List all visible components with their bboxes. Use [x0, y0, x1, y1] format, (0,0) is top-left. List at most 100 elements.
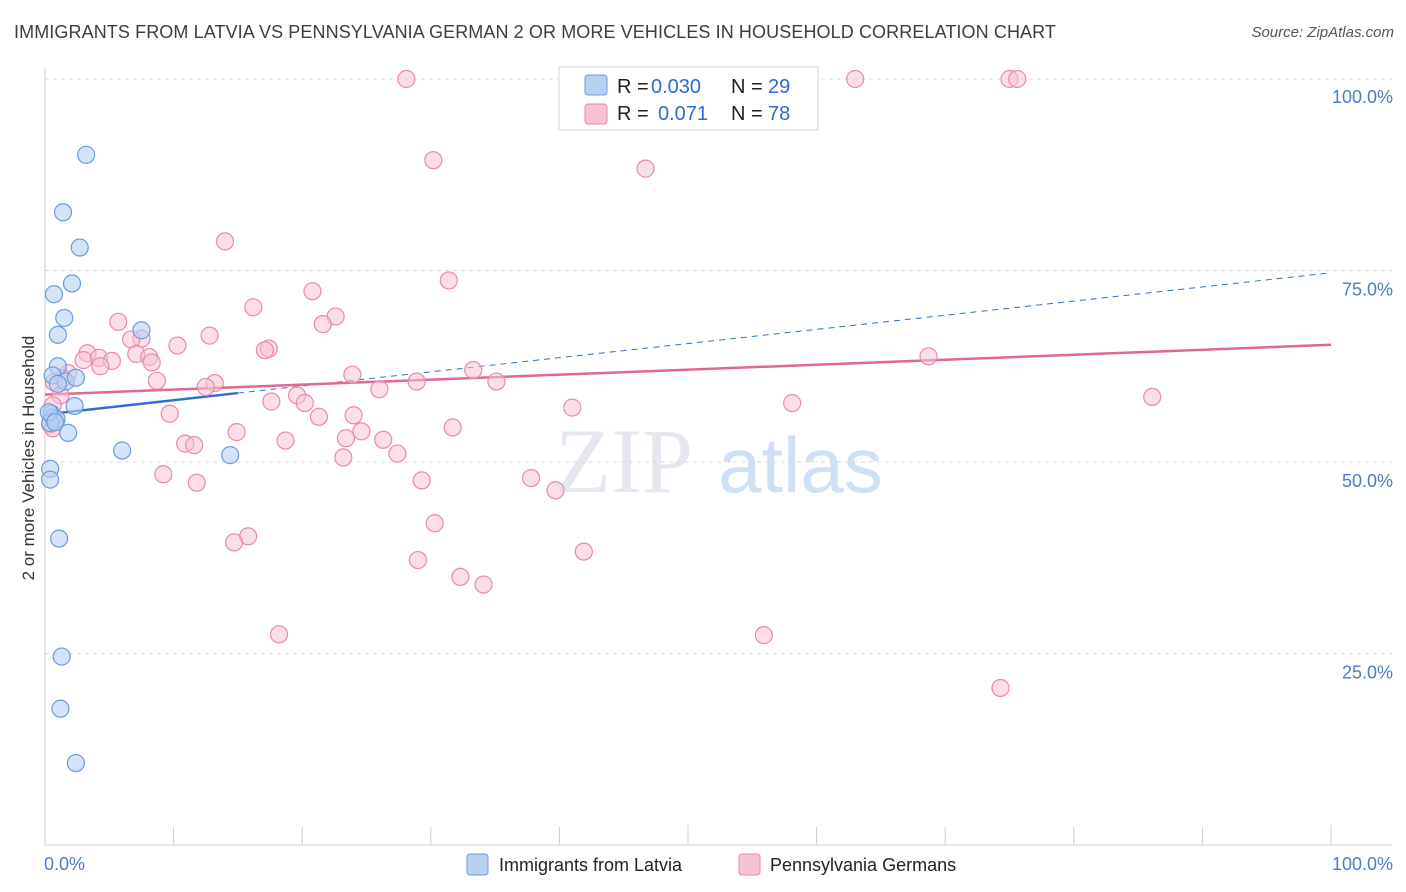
penn-point — [196, 377, 215, 397]
penn-point — [636, 159, 655, 178]
latvia-point — [66, 368, 85, 387]
latvia-point — [53, 203, 73, 222]
penn-point — [168, 336, 187, 355]
penn-point — [352, 422, 371, 441]
penn-point — [783, 393, 802, 413]
legend-swatch-penn — [584, 103, 608, 125]
penn-point — [451, 567, 470, 587]
watermark-atlas: atlas — [718, 421, 883, 509]
penn-point — [334, 448, 353, 467]
penn-point — [443, 418, 462, 437]
penn-point — [224, 533, 244, 552]
penn-point — [563, 398, 582, 417]
penn-point — [388, 444, 407, 463]
y-tick-label: 75.0% — [1342, 280, 1393, 300]
penn-trendline — [44, 343, 1332, 396]
legend-n-value-penn: 78 — [768, 103, 790, 125]
x-tick-label-max: 100.0% — [1332, 854, 1393, 874]
penn-point — [276, 431, 295, 450]
penn-point — [1143, 387, 1162, 406]
penn-point — [336, 429, 356, 448]
bottom-legend: Immigrants from Latvia Pennsylvania Germ… — [466, 853, 956, 876]
penn-point — [846, 69, 865, 89]
penn-point — [74, 351, 93, 370]
penn-point — [227, 423, 246, 442]
latvia-point — [62, 274, 82, 293]
penn-point — [522, 468, 541, 488]
penn-point — [91, 357, 110, 376]
watermark-zip: ZIP — [555, 410, 693, 512]
latvia-point — [70, 238, 89, 257]
penn-point — [1008, 69, 1027, 89]
latvia-point — [66, 753, 85, 773]
legend-r-value-penn: 0.071 — [658, 103, 708, 125]
x-tick-label-min: 0.0% — [44, 854, 85, 874]
penn-point — [262, 392, 281, 411]
legend-swatch-latvia — [584, 74, 608, 96]
penn-point — [919, 347, 938, 366]
penn-point — [397, 69, 416, 89]
penn-point — [991, 678, 1010, 698]
penn-point — [408, 550, 428, 570]
penn-point — [160, 404, 179, 423]
penn-point — [187, 473, 206, 492]
penn-point — [487, 372, 506, 391]
top-legend: R = 0.030 N = 29 R = 0.071 N = 78 — [558, 66, 819, 131]
bottom-legend-label-penn: Pennsylvania Germans — [770, 855, 956, 875]
chart-title: IMMIGRANTS FROM LATVIA VS PENNSYLVANIA G… — [14, 22, 1057, 42]
penn-point — [412, 471, 431, 490]
legend-n-value-latvia: 29 — [768, 76, 790, 98]
penn-point — [424, 151, 443, 170]
penn-point — [407, 372, 426, 391]
y-tick-labels: 25.0% 50.0% 75.0% 100.0% — [1332, 87, 1393, 683]
penn-point — [343, 365, 362, 384]
data-points — [39, 69, 1162, 773]
source-credit: Source: ZipAtlas.com — [1251, 24, 1394, 41]
penn-point — [370, 380, 389, 399]
penn-point — [244, 298, 263, 317]
penn-point — [309, 407, 329, 426]
latvia-point — [55, 308, 74, 328]
axes — [44, 68, 1392, 846]
bottom-legend-swatch-latvia — [466, 853, 489, 876]
penn-point — [185, 436, 204, 455]
legend-r-label-penn: R = — [617, 103, 649, 125]
y-tick-label: 50.0% — [1342, 471, 1393, 491]
latvia-point — [59, 423, 78, 442]
penn-point — [269, 625, 289, 644]
legend-n-label-latvia: N = — [731, 76, 763, 98]
penn-point — [546, 481, 565, 500]
latvia-point — [41, 470, 60, 489]
legend-r-value-latvia: 0.030 — [651, 76, 701, 98]
latvia-point — [51, 699, 70, 718]
legend-r-label-latvia: R = — [617, 76, 649, 98]
penn-point — [255, 341, 275, 360]
latvia-point — [44, 285, 64, 304]
penn-point — [295, 393, 314, 413]
penn-point — [154, 465, 173, 484]
latvia-point — [52, 647, 71, 666]
penn-point — [142, 353, 161, 372]
legend-n-label-penn: N = — [731, 103, 763, 125]
penn-point — [147, 371, 166, 390]
penn-point — [109, 312, 128, 331]
latvia-point — [48, 374, 67, 393]
penn-point — [344, 406, 363, 425]
latvia-point — [65, 396, 84, 416]
penn-point — [425, 514, 444, 533]
latvia-point — [46, 413, 65, 432]
gridlines — [45, 78, 1392, 654]
latvia-point — [50, 529, 69, 548]
latvia-trendline-extrapolated — [237, 272, 1332, 394]
y-axis-label: 2 or more Vehicles in Household — [19, 336, 38, 581]
penn-point — [474, 575, 493, 594]
latvia-point — [113, 441, 132, 460]
penn-point — [215, 232, 235, 251]
penn-point — [313, 315, 332, 334]
penn-point — [303, 282, 322, 301]
penn-point — [574, 542, 593, 561]
bottom-legend-swatch-penn — [738, 853, 761, 876]
penn-point — [200, 326, 219, 345]
trendlines — [44, 272, 1332, 416]
y-tick-label: 25.0% — [1342, 663, 1393, 683]
